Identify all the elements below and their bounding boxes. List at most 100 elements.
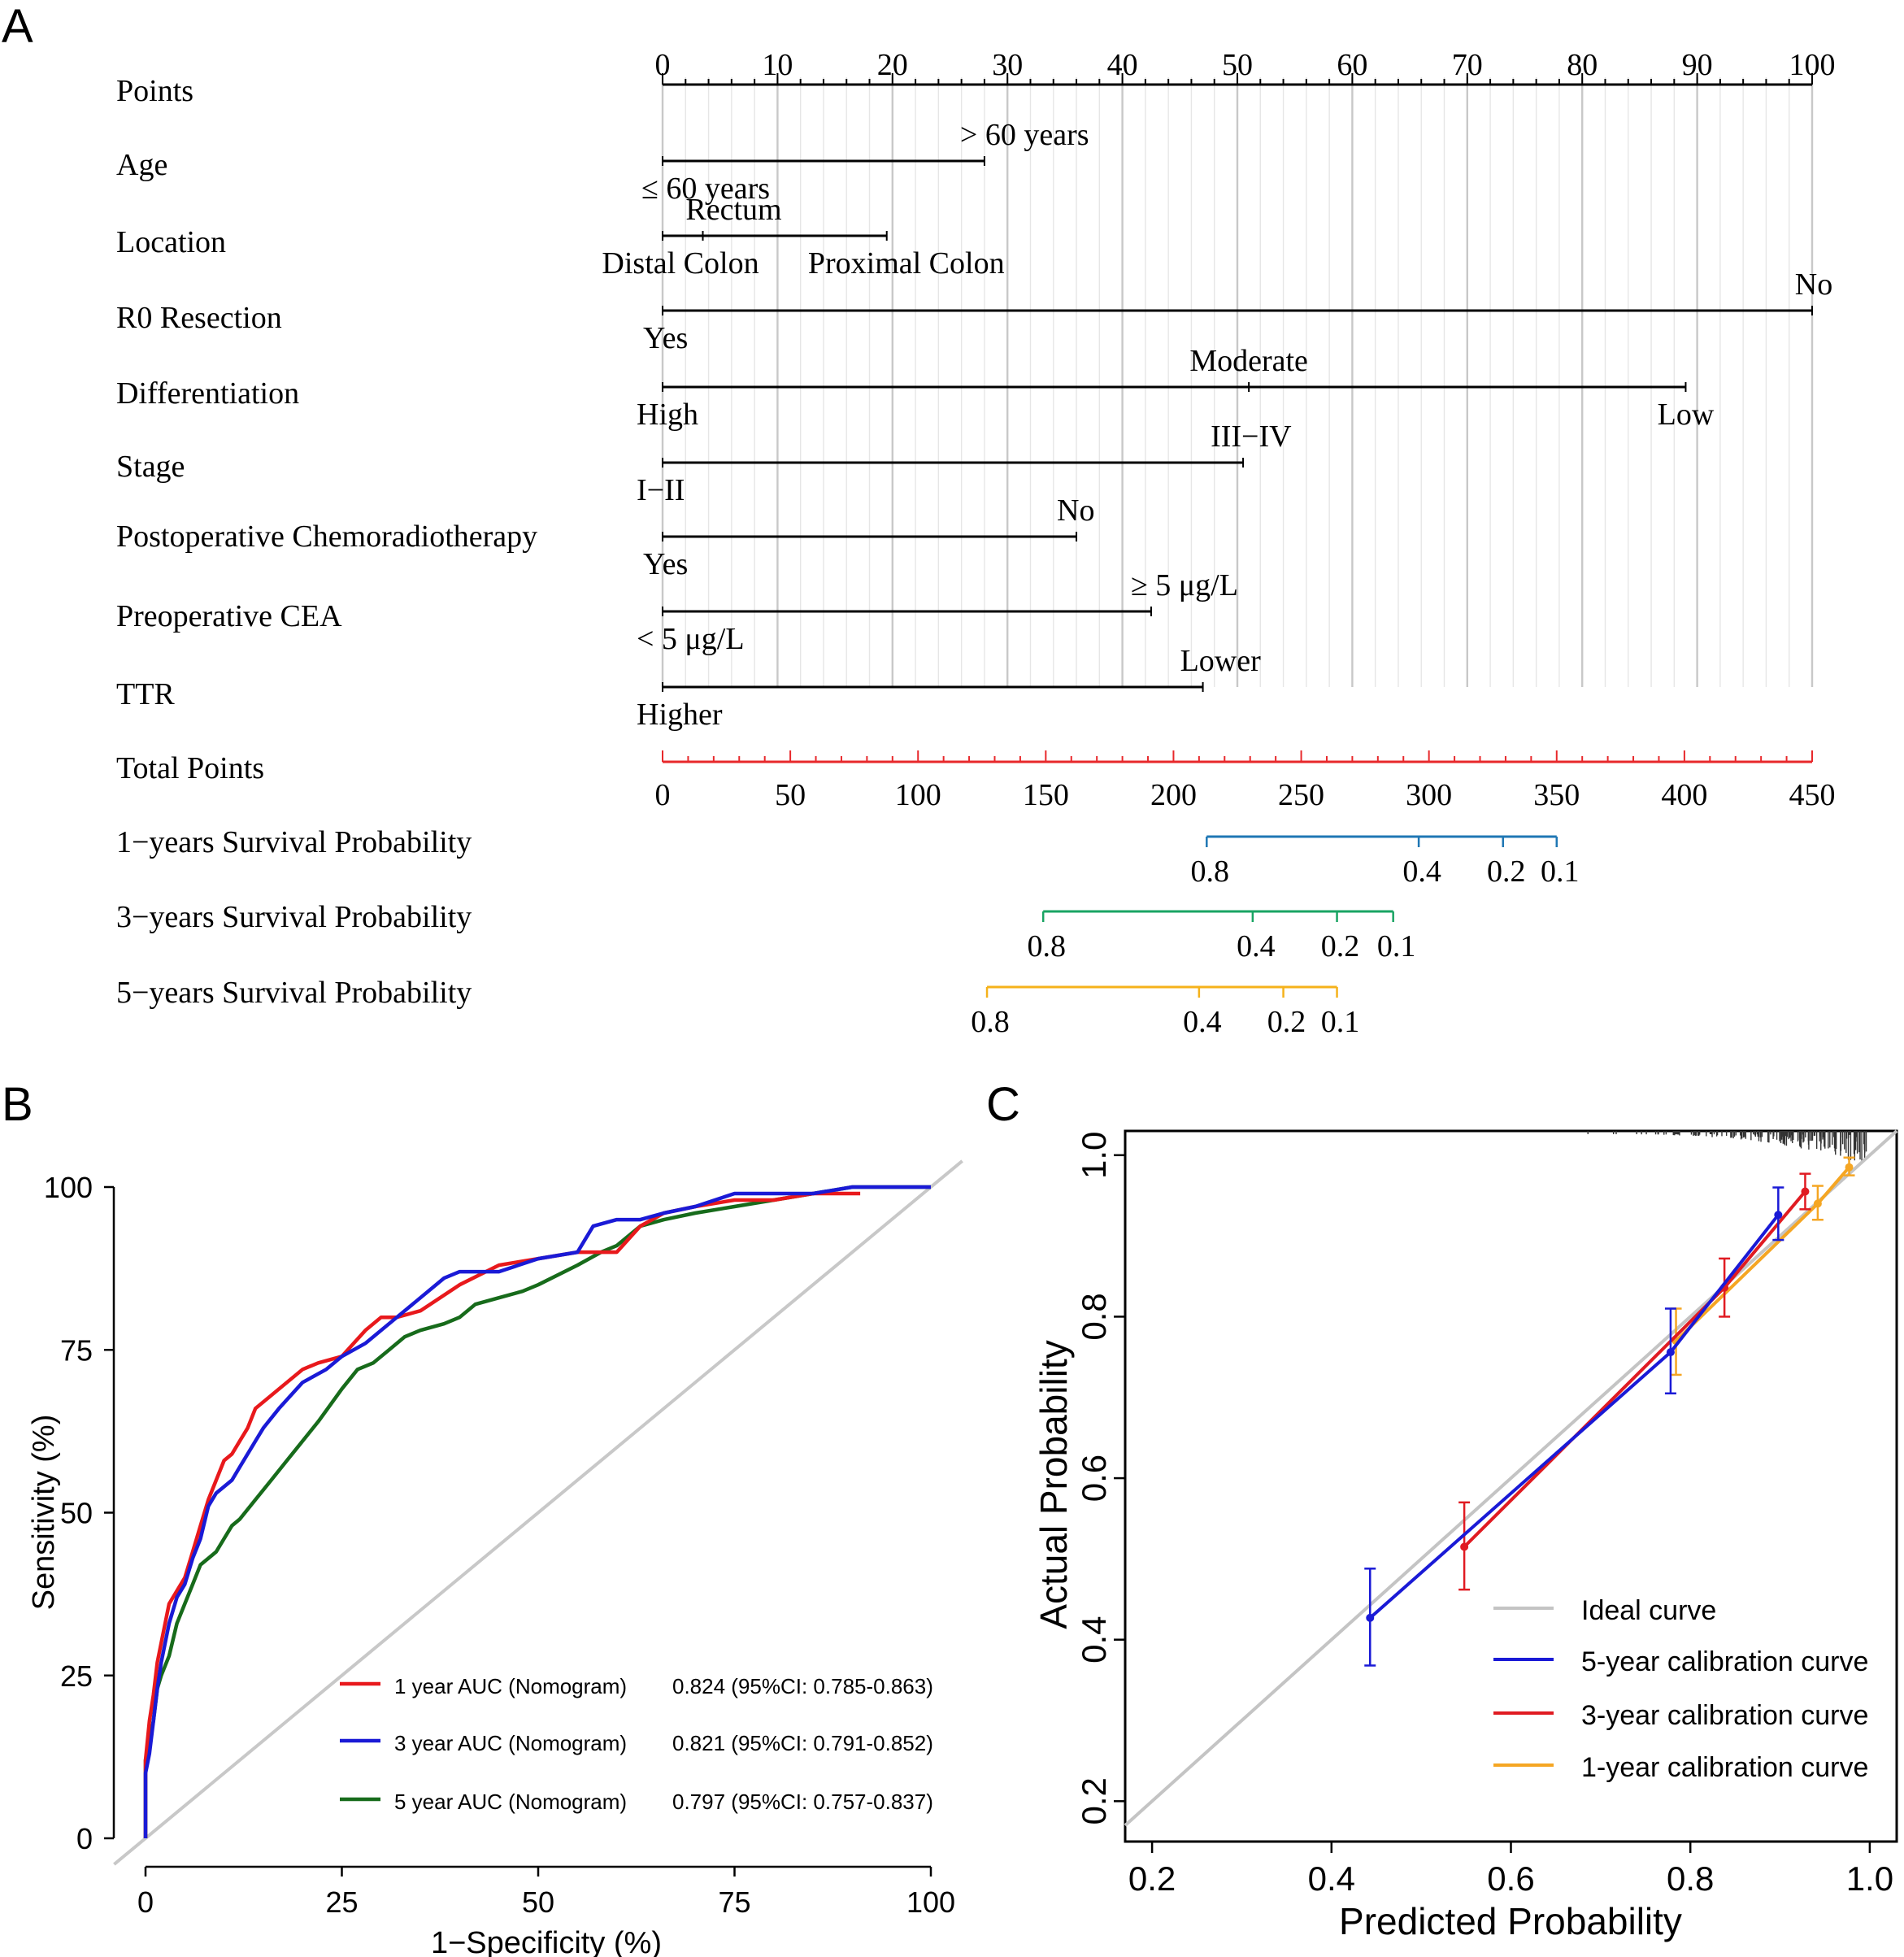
row-label-survival: 5−years Survival Probability <box>116 976 472 1010</box>
row-label-points: Points <box>116 74 193 108</box>
calibration-y-axis-label: Actual Probability <box>1032 1340 1075 1629</box>
roc-y-tick-label: 50 <box>60 1497 93 1530</box>
variable-level-label: I−II <box>637 473 685 507</box>
survival-tick-label: 0.4 <box>1237 929 1276 963</box>
panel-b-roc: B 0 25 50 75 100 0 25 50 75 100 1−Specificity (%) S… <box>2 1078 963 1957</box>
roc-legend-name: 3 year AUC (Nomogram) <box>394 1731 627 1755</box>
roc-curve-3yr <box>143 1185 931 1838</box>
nomogram-gridlines <box>661 77 1814 687</box>
calibration-x-tick-label: 0.6 <box>1487 1859 1534 1898</box>
row-label-variable: Preoperative CEA <box>116 599 342 633</box>
calibration-y-tick-label: 0.2 <box>1075 1777 1113 1824</box>
calibration-ideal-line <box>1124 1129 1898 1827</box>
points-tick-label: 20 <box>877 48 908 82</box>
calibration-y-tick-label: 0.6 <box>1075 1455 1113 1502</box>
calibration-point <box>1666 1348 1675 1357</box>
variable-level-label: Yes <box>643 321 688 355</box>
nomogram-total-points-axis: 0 50 100 150 200 250 300 350 400 450 <box>655 750 1836 812</box>
roc-legend-stat: 0.821 (95%CI: 0.791-0.852) <box>672 1731 933 1755</box>
roc-legend-name: 5 year AUC (Nomogram) <box>394 1790 627 1814</box>
total-points-tick-label: 350 <box>1533 778 1580 812</box>
roc-y-tick-label: 75 <box>60 1333 93 1367</box>
survival-tick-label: 0.1 <box>1321 1005 1360 1039</box>
total-points-tick-label: 250 <box>1278 778 1324 812</box>
points-tick-label: 80 <box>1567 48 1598 82</box>
variable-level-label: High <box>637 398 698 432</box>
roc-axes: 0 25 50 75 100 0 25 50 75 100 1−Specificity (%) Sen… <box>27 1171 955 1957</box>
points-tick-label: 10 <box>762 48 793 82</box>
roc-x-tick-label: 0 <box>137 1885 154 1919</box>
variable-level-label: No <box>1795 267 1832 302</box>
panel-c-letter: C <box>986 1078 1020 1131</box>
variable-level-label: Proximal Colon <box>808 246 1005 281</box>
variable-level-label: ≤ 60 years <box>641 172 770 206</box>
points-tick-label: 60 <box>1337 48 1367 82</box>
points-tick-label: 0 <box>655 48 671 82</box>
calibration-point <box>1366 1613 1375 1622</box>
roc-legend-stat: 0.824 (95%CI: 0.785-0.863) <box>672 1674 933 1698</box>
points-tick-label: 30 <box>992 48 1023 82</box>
survival-tick-label: 0.2 <box>1321 929 1360 963</box>
roc-curve-1yr <box>143 1191 861 1838</box>
panel-b-letter: B <box>2 1078 33 1131</box>
calibration-y-tick-label: 0.4 <box>1075 1616 1113 1663</box>
points-tick-label: 70 <box>1452 48 1483 82</box>
row-label-variable: Location <box>116 225 226 259</box>
survival-tick-label: 0.4 <box>1183 1005 1222 1039</box>
calibration-point <box>1813 1199 1822 1208</box>
calibration-legend: Ideal curve 5-year calibration curve 3-yea… <box>1493 1595 1868 1783</box>
survival-tick-label: 0.2 <box>1267 1005 1306 1039</box>
survival-tick-label: 0.1 <box>1377 929 1416 963</box>
calibration-legend-label: 3-year calibration curve <box>1581 1700 1868 1731</box>
row-label-variable: Stage <box>116 450 185 484</box>
points-tick-label: 40 <box>1107 48 1138 82</box>
roc-x-tick-label: 50 <box>522 1885 554 1919</box>
variable-level-label: Moderate <box>1189 344 1308 378</box>
calibration-point <box>1801 1187 1810 1196</box>
total-points-tick-label: 100 <box>895 778 941 812</box>
points-tick-label: 100 <box>1789 48 1836 82</box>
calibration-point <box>1845 1163 1854 1172</box>
total-points-tick-label: 200 <box>1150 778 1197 812</box>
total-points-tick-label: 400 <box>1661 778 1707 812</box>
total-points-tick-label: 450 <box>1789 778 1836 812</box>
variable-level-label: > 60 years <box>960 118 1089 152</box>
calibration-y-tick-label: 1.0 <box>1075 1132 1113 1179</box>
calibration-axes: 0.2 0.4 0.6 0.8 1.0 0.2 0.4 0.6 0.8 1.0 Predicted … <box>1032 1129 1898 1942</box>
roc-y-tick-label: 100 <box>44 1171 93 1204</box>
row-label-total-points: Total Points <box>116 751 264 785</box>
total-points-tick-label: 0 <box>655 778 671 812</box>
roc-legend-name: 1 year AUC (Nomogram) <box>394 1674 627 1698</box>
survival-tick-label: 0.4 <box>1402 855 1441 889</box>
roc-y-tick-label: 25 <box>60 1659 93 1693</box>
total-points-tick-label: 300 <box>1406 778 1452 812</box>
survival-tick-label: 0.8 <box>1191 855 1230 889</box>
row-label-variable: TTR <box>116 677 175 711</box>
calibration-curves <box>1124 1129 1898 1827</box>
calibration-legend-label: 5-year calibration curve <box>1581 1646 1868 1677</box>
variable-level-label: Yes <box>643 547 688 581</box>
calibration-legend-label: Ideal curve <box>1581 1595 1716 1626</box>
survival-tick-label: 0.2 <box>1487 855 1526 889</box>
row-label-variable: Differentiation <box>116 376 299 411</box>
roc-y-tick-label: 0 <box>76 1822 93 1855</box>
survival-tick-label: 0.8 <box>1027 929 1066 963</box>
survival-tick-label: 0.1 <box>1541 855 1580 889</box>
calibration-rug <box>1587 1131 1867 1163</box>
variable-level-label: < 5 μg/L <box>637 622 745 656</box>
nomogram-points-axis: 0 10 20 30 40 50 60 70 80 90 100 <box>655 48 1836 86</box>
calibration-point <box>1774 1211 1783 1220</box>
total-points-tick-label: 50 <box>775 778 806 812</box>
calibration-point <box>1460 1542 1469 1551</box>
row-label-survival: 3−years Survival Probability <box>116 900 472 934</box>
row-label-variable: Postoperative Chemoradiotherapy <box>116 520 537 554</box>
variable-level-label: Distal Colon <box>602 246 759 281</box>
panel-c-calibration: C 0.2 0.4 0.6 0.8 1.0 0.2 0.4 0.6 0.8 1.0 Predicte… <box>986 1078 1898 1942</box>
row-label-survival: 1−years Survival Probability <box>116 825 472 859</box>
roc-x-tick-label: 100 <box>906 1885 955 1919</box>
nomogram-variable-scales: ≤ 60 years > 60 years Rectum Distal Colon Pr… <box>602 118 1832 732</box>
roc-curves <box>113 1159 963 1866</box>
calibration-legend-label: 1-year calibration curve <box>1581 1752 1868 1783</box>
